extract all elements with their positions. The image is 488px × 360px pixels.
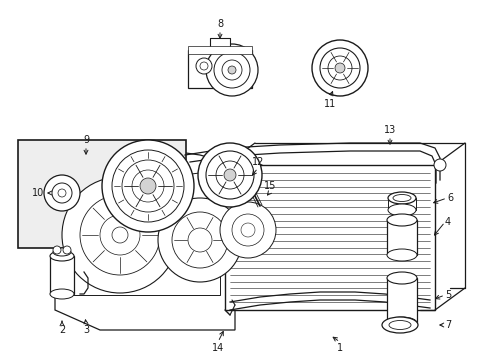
Ellipse shape (392, 194, 410, 202)
Circle shape (172, 212, 227, 268)
Text: 2: 2 (59, 325, 65, 335)
Bar (386, 278, 416, 323)
Bar (50, 256, 74, 294)
Circle shape (112, 150, 183, 222)
Circle shape (58, 189, 66, 197)
Text: 8: 8 (217, 19, 223, 29)
Bar (386, 220, 416, 255)
Ellipse shape (381, 317, 417, 333)
Circle shape (52, 183, 72, 203)
Circle shape (198, 143, 262, 207)
Circle shape (327, 56, 351, 80)
Circle shape (222, 60, 242, 80)
Circle shape (112, 227, 128, 243)
Circle shape (220, 202, 275, 258)
Circle shape (122, 160, 174, 212)
Polygon shape (70, 170, 220, 295)
Polygon shape (55, 145, 235, 330)
Circle shape (433, 159, 445, 171)
Ellipse shape (387, 192, 415, 204)
Text: 6: 6 (446, 193, 452, 203)
Circle shape (53, 246, 61, 254)
Circle shape (80, 195, 160, 275)
Circle shape (224, 169, 236, 181)
Text: 12: 12 (251, 157, 264, 167)
Bar (187, 50, 251, 88)
Text: 1: 1 (336, 343, 343, 353)
Circle shape (319, 48, 359, 88)
Text: 3: 3 (83, 325, 89, 335)
Circle shape (216, 161, 244, 189)
Circle shape (62, 177, 178, 293)
Ellipse shape (386, 272, 416, 284)
Ellipse shape (386, 317, 416, 329)
Bar (187, 46, 251, 54)
Ellipse shape (386, 214, 416, 226)
Circle shape (63, 246, 71, 254)
Bar (18, 140, 185, 248)
Bar (387, 198, 415, 210)
Ellipse shape (388, 320, 410, 329)
Text: 14: 14 (211, 343, 224, 353)
Circle shape (44, 175, 80, 211)
Circle shape (241, 223, 254, 237)
Ellipse shape (386, 249, 416, 261)
Text: 10: 10 (32, 188, 44, 198)
Circle shape (214, 52, 249, 88)
Circle shape (196, 58, 212, 74)
Circle shape (187, 228, 212, 252)
Text: 11: 11 (323, 99, 335, 109)
Text: 9: 9 (83, 135, 89, 145)
Circle shape (334, 63, 345, 73)
Text: 4: 4 (444, 217, 450, 227)
Circle shape (102, 140, 194, 232)
Text: 13: 13 (383, 125, 395, 135)
Ellipse shape (50, 289, 74, 299)
Text: 5: 5 (444, 290, 450, 300)
Ellipse shape (53, 248, 71, 256)
Circle shape (100, 215, 140, 255)
Bar (209, 38, 229, 50)
Ellipse shape (387, 204, 415, 216)
Text: 15: 15 (263, 181, 276, 191)
Circle shape (158, 198, 242, 282)
Ellipse shape (50, 251, 74, 261)
Circle shape (140, 178, 156, 194)
Circle shape (132, 170, 163, 202)
Circle shape (231, 214, 264, 246)
Circle shape (311, 40, 367, 96)
Circle shape (200, 62, 207, 70)
Text: 7: 7 (444, 320, 450, 330)
Bar (224, 165, 434, 310)
Circle shape (205, 151, 253, 199)
Circle shape (205, 44, 258, 96)
Circle shape (227, 66, 236, 74)
